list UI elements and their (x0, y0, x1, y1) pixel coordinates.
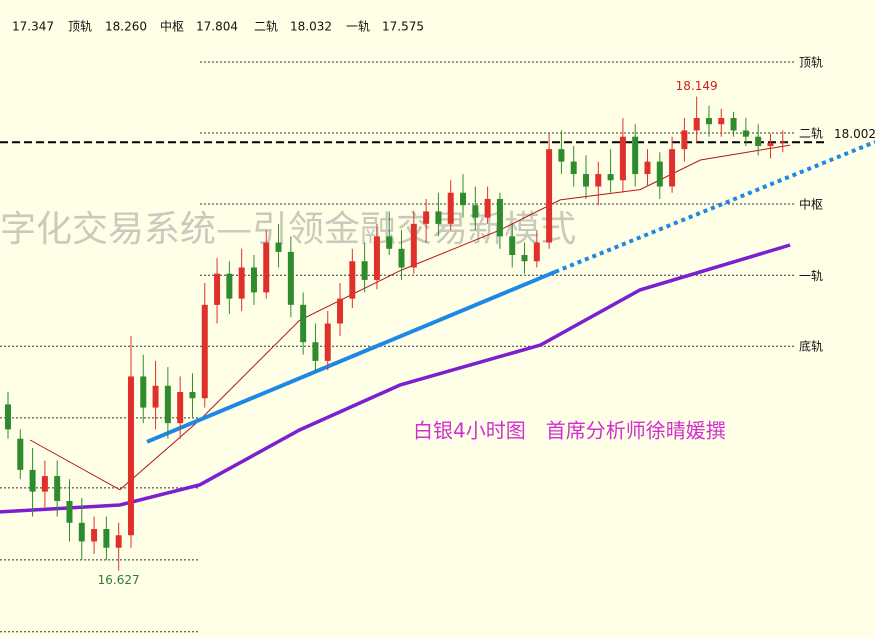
candle-body (250, 267, 257, 293)
candle-body (607, 174, 614, 181)
indicator-line (146, 269, 557, 444)
candle-body (435, 211, 442, 224)
candle-body (103, 529, 110, 548)
candle-body (681, 130, 688, 150)
header-item: 17.804 (196, 20, 238, 34)
candle-body (361, 261, 368, 280)
candle-body (312, 342, 319, 361)
level-label: 中枢 (799, 196, 823, 211)
header-item: 17.347 (12, 20, 54, 34)
candle-body (54, 476, 61, 501)
candle-body (29, 469, 36, 492)
candle-body (484, 198, 491, 218)
candle-body (705, 118, 712, 125)
candle-body (521, 255, 528, 262)
candle-body (767, 142, 774, 147)
candle-body (66, 500, 73, 523)
candle-body (41, 476, 48, 492)
candle-body (17, 438, 24, 470)
candle-body (755, 136, 762, 147)
level-label: 一轨 (799, 269, 823, 283)
candle-body (496, 198, 503, 237)
candle-body (644, 161, 651, 175)
candle-body (595, 174, 602, 187)
candle-body (570, 161, 577, 175)
price-annotation: 16.627 (98, 573, 140, 587)
candle-body (91, 529, 98, 542)
candle-body (730, 118, 737, 131)
candle-body (140, 376, 147, 408)
candle-body (337, 298, 344, 324)
candle-body (693, 118, 700, 131)
candle-body (582, 174, 589, 187)
candle-body (263, 242, 270, 293)
watermark: 字化交易系统—引领金融交易新模式 (0, 209, 576, 250)
candle-body (472, 205, 479, 218)
level-label: 二轨 (799, 126, 823, 140)
header-item: 顶轨 (68, 20, 92, 34)
header-item: 一轨 (346, 20, 370, 34)
indicator-line (554, 140, 875, 274)
candle-body (275, 242, 282, 252)
header-item: 二轨 (254, 20, 278, 34)
candle-body (398, 248, 405, 268)
candle-body (447, 192, 454, 224)
candle-body (509, 236, 516, 256)
candle-body (300, 304, 307, 343)
candle-body (189, 392, 196, 399)
candle-body (533, 242, 540, 262)
header-item: 17.575 (382, 20, 424, 34)
candle-body (164, 385, 171, 424)
current-price-label: 18.002 (834, 127, 875, 141)
candle-body (742, 130, 749, 137)
candle-body (127, 376, 134, 536)
candle-body (287, 251, 294, 305)
candle-body (558, 149, 565, 162)
candle-body (349, 261, 356, 299)
candle-body (423, 211, 430, 224)
candle-body (410, 223, 417, 268)
header-item: 18.260 (105, 20, 147, 34)
candle-body (177, 392, 184, 424)
caption: 白银4小时图 首席分析师徐晴媛撰 (413, 419, 726, 443)
candle-body (656, 161, 663, 187)
candle-body (619, 136, 626, 181)
candle-body (324, 323, 331, 361)
header-item: 18.032 (290, 20, 332, 34)
candle-body (238, 267, 245, 299)
candle-body (718, 118, 725, 125)
candle-body (201, 304, 208, 399)
candle-body (669, 149, 676, 187)
candle-body (373, 236, 380, 280)
candle-body (779, 142, 786, 144)
candle-body (152, 385, 159, 408)
candle-body (214, 273, 221, 305)
header-item: 中枢 (160, 19, 184, 34)
candle-body (460, 192, 467, 206)
candle-body (632, 136, 639, 175)
price-annotation: 18.149 (676, 79, 718, 93)
level-label: 底轨 (799, 339, 823, 354)
candle-body (226, 273, 233, 299)
candle-body (4, 404, 11, 430)
candle-body (115, 535, 122, 548)
candle-body (546, 149, 553, 243)
candle-body (78, 522, 85, 542)
level-label: 顶轨 (799, 55, 823, 69)
candle-body (386, 236, 393, 249)
